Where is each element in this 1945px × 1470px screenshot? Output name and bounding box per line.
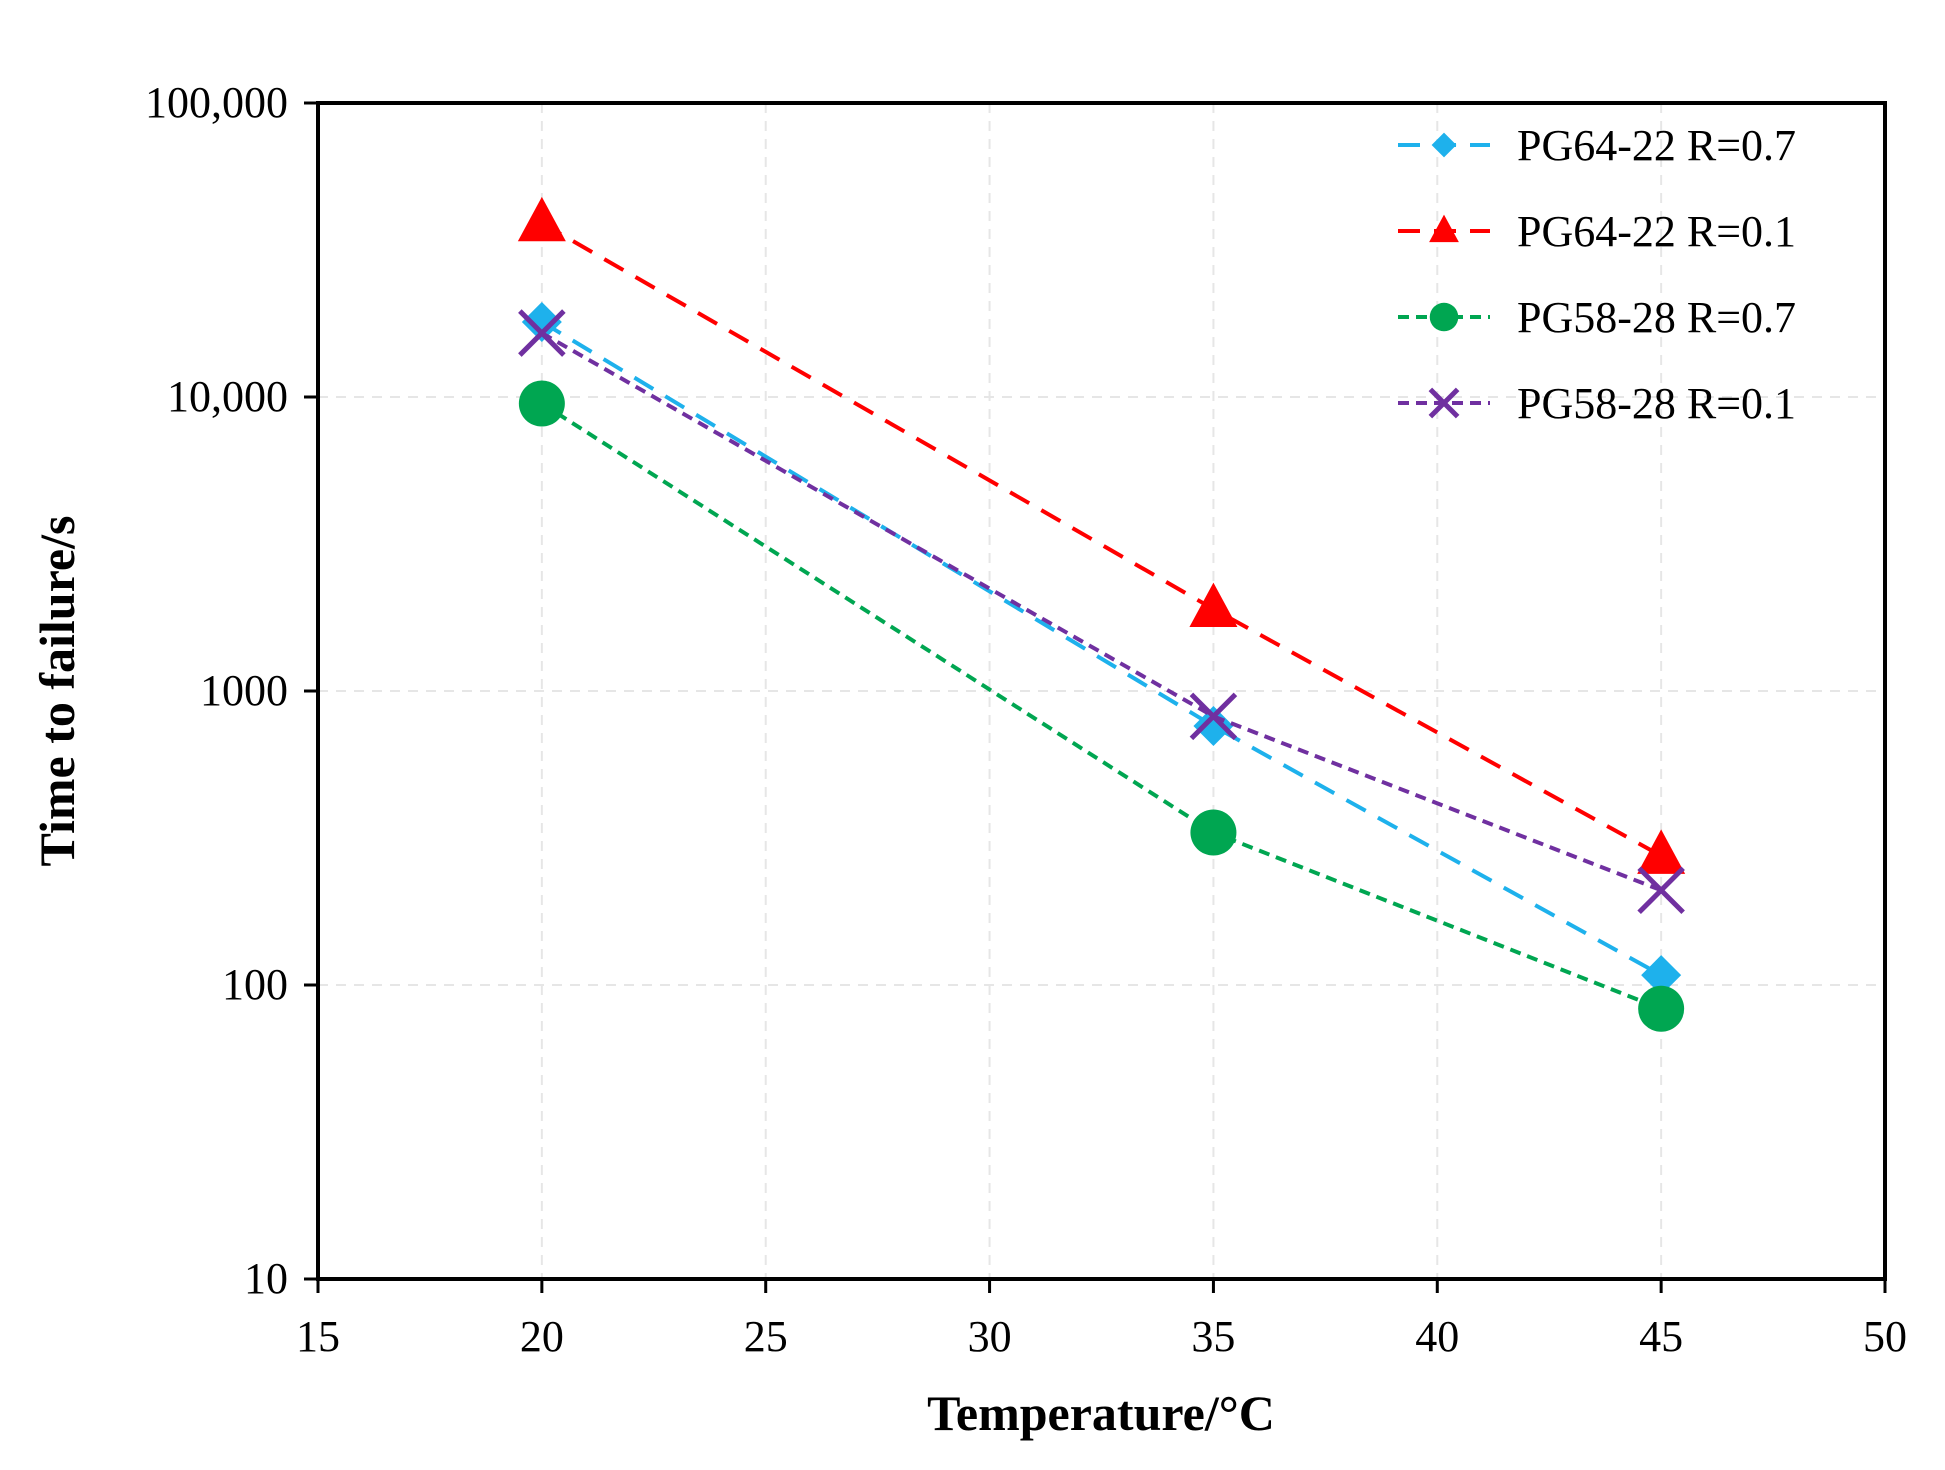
x-tick-label: 40 (1415, 1312, 1459, 1361)
grid-lines (318, 103, 1885, 1279)
x-tick-label: 35 (1191, 1312, 1235, 1361)
data-point (1637, 829, 1686, 874)
series-layer (517, 196, 1686, 1032)
y-axis-ticks: 10 100 1000 10,000 100,000 (145, 78, 318, 1303)
y-tick-label: 1000 (200, 666, 288, 715)
legend-item: PG64-22 R=0.1 (1398, 207, 1796, 256)
series-line (540, 401, 1662, 1011)
data-point (518, 309, 566, 357)
x-marker-stroke (1189, 692, 1238, 741)
legend-marker (1431, 132, 1457, 158)
data-point (517, 196, 566, 242)
series-2 (517, 196, 1686, 874)
data-point (521, 301, 562, 342)
series-4 (518, 309, 1685, 915)
data-point (1637, 866, 1685, 915)
data-point (1190, 809, 1237, 856)
y-tick-label: 10,000 (167, 372, 288, 421)
x-marker-stroke (1637, 866, 1685, 915)
x-tick-label: 15 (296, 1312, 340, 1361)
series-1 (521, 301, 1682, 996)
legend-marker (1429, 214, 1459, 243)
legend: PG64-22 R=0.7 PG64-22 R=0.1 PG58-28 R=0.7 P… (1398, 121, 1796, 428)
data-point (1638, 985, 1685, 1032)
x-marker-stroke (518, 309, 566, 357)
x-tick-label: 25 (744, 1312, 788, 1361)
legend-label: PG64-22 R=0.1 (1517, 207, 1796, 256)
series-line (540, 331, 1662, 893)
y-tick-label: 100,000 (145, 78, 288, 127)
x-tick-label: 20 (520, 1312, 564, 1361)
legend-marker (1428, 387, 1460, 419)
legend-item: PG58-28 R=0.7 (1398, 293, 1796, 342)
series-line (540, 320, 1663, 977)
x-tick-label: 50 (1863, 1312, 1907, 1361)
legend-label: PG58-28 R=0.7 (1517, 293, 1796, 342)
legend-item: PG58-28 R=0.1 (1398, 379, 1796, 428)
x-axis-title: Temperature/°C (927, 1385, 1275, 1441)
legend-marker (1429, 302, 1459, 332)
x-marker-stroke (1428, 387, 1460, 419)
y-tick-label: 100 (222, 960, 288, 1009)
legend-label: PG58-28 R=0.1 (1517, 379, 1796, 428)
data-point (1641, 955, 1682, 996)
legend-label: PG64-22 R=0.7 (1517, 121, 1796, 170)
series-3 (518, 380, 1685, 1032)
x-tick-label: 45 (1639, 1312, 1683, 1361)
series-line (540, 221, 1663, 858)
x-axis-ticks: 15 20 25 30 35 40 45 50 (296, 1279, 1907, 1361)
x-tick-label: 30 (968, 1312, 1012, 1361)
data-point (1189, 582, 1238, 628)
data-point (518, 380, 565, 427)
y-axis-title: Time to failure/s (29, 516, 85, 867)
y-tick-label: 10 (244, 1254, 288, 1303)
legend-item: PG64-22 R=0.7 (1398, 121, 1796, 170)
data-point (1189, 692, 1238, 741)
data-point (1193, 706, 1234, 747)
